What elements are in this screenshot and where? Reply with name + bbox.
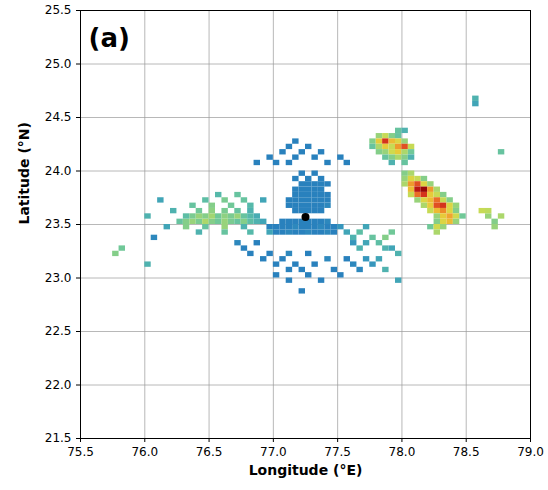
svg-text:23.0: 23.0 (45, 271, 72, 285)
svg-text:25.0: 25.0 (45, 57, 72, 71)
svg-text:77.5: 77.5 (324, 445, 351, 459)
svg-text:22.5: 22.5 (45, 324, 72, 338)
svg-text:76.5: 76.5 (196, 445, 223, 459)
svg-text:79.0: 79.0 (517, 445, 544, 459)
svg-text:22.0: 22.0 (45, 378, 72, 392)
svg-text:25.5: 25.5 (45, 3, 72, 17)
svg-text:75.5: 75.5 (67, 445, 94, 459)
svg-text:77.0: 77.0 (260, 445, 287, 459)
svg-text:Longitude (°E): Longitude (°E) (249, 462, 363, 478)
svg-text:(a): (a) (89, 23, 130, 53)
svg-text:21.5: 21.5 (45, 431, 72, 445)
svg-text:24.0: 24.0 (45, 164, 72, 178)
svg-text:78.5: 78.5 (453, 445, 480, 459)
svg-text:23.5: 23.5 (45, 217, 72, 231)
svg-text:24.5: 24.5 (45, 110, 72, 124)
svg-text:76.0: 76.0 (131, 445, 158, 459)
svg-text:Latitude (°N): Latitude (°N) (16, 122, 32, 224)
svg-text:78.0: 78.0 (389, 445, 416, 459)
